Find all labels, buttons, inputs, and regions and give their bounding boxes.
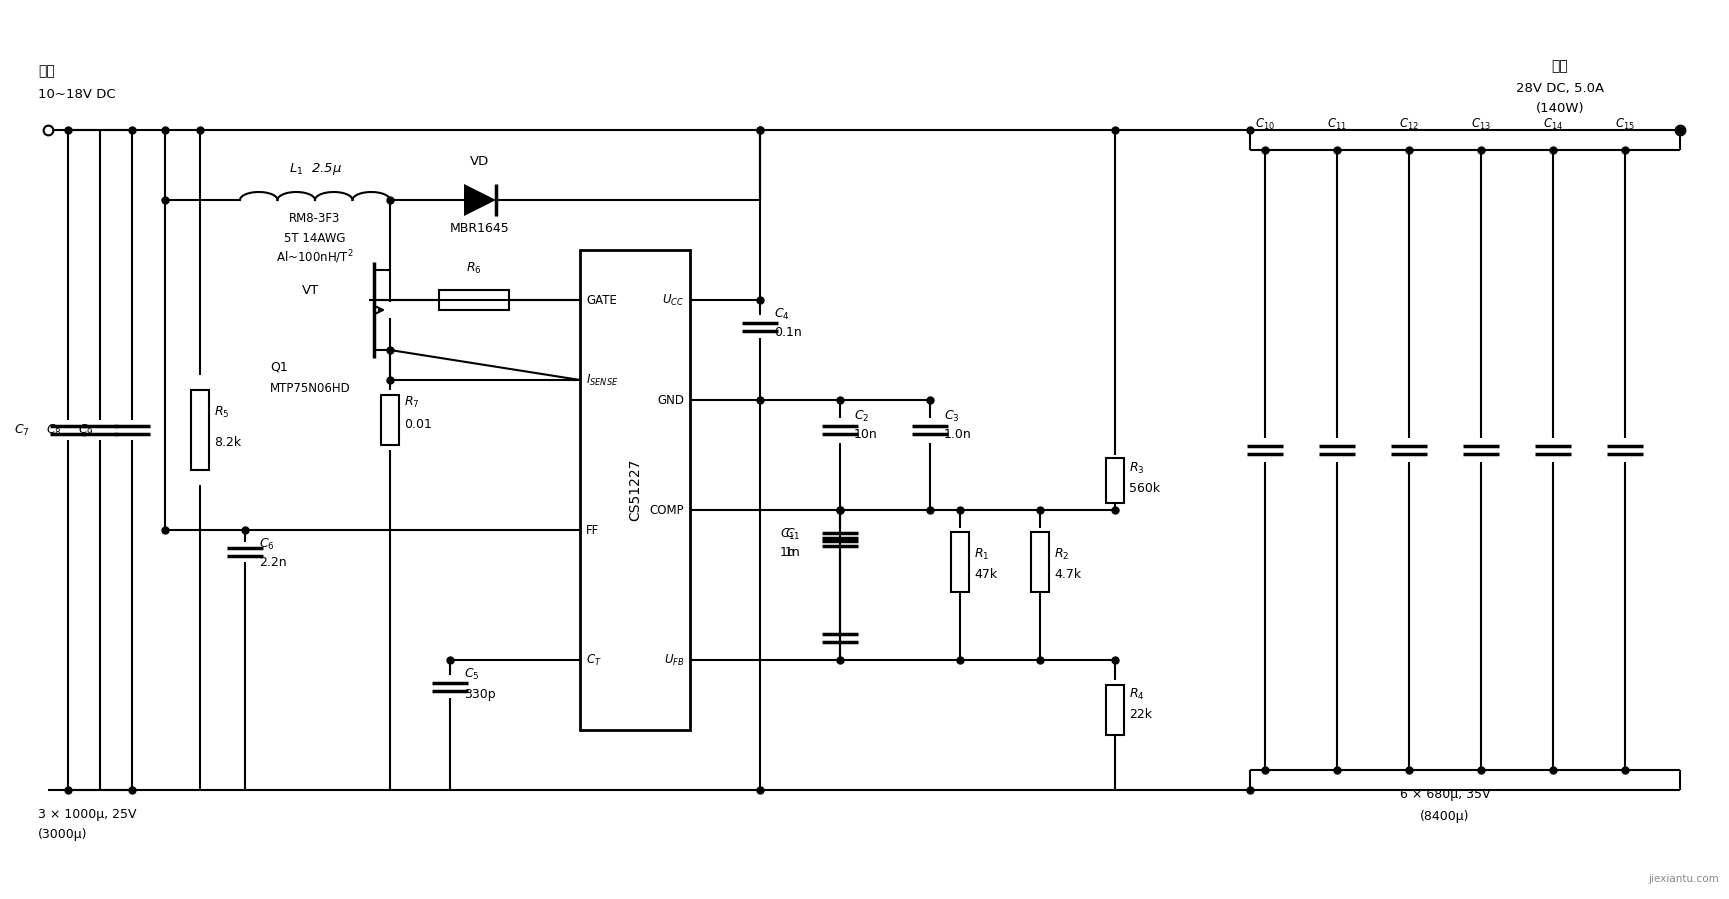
Text: $C_6$: $C_6$ bbox=[259, 537, 275, 552]
Text: $C_9$: $C_9$ bbox=[78, 423, 93, 438]
Text: $C_7$: $C_7$ bbox=[14, 423, 29, 438]
Text: $R_7$: $R_7$ bbox=[405, 395, 420, 410]
Text: 输出: 输出 bbox=[1551, 59, 1568, 73]
Text: COMP: COMP bbox=[650, 503, 685, 517]
Text: VT: VT bbox=[303, 283, 318, 297]
Text: $U_{FB}$: $U_{FB}$ bbox=[664, 653, 685, 668]
Bar bbox=[190, 390, 209, 470]
Bar bbox=[1030, 532, 1050, 592]
Text: $R_2$: $R_2$ bbox=[1055, 547, 1069, 562]
Bar bbox=[1107, 685, 1124, 735]
Text: $R_5$: $R_5$ bbox=[214, 405, 230, 420]
Text: MBR1645: MBR1645 bbox=[450, 222, 510, 235]
Polygon shape bbox=[463, 184, 496, 216]
Text: $I_{SENSE}$: $I_{SENSE}$ bbox=[586, 372, 619, 387]
Text: 4.7k: 4.7k bbox=[1055, 568, 1081, 581]
Text: FF: FF bbox=[586, 523, 600, 537]
Text: $C_T$: $C_T$ bbox=[586, 653, 602, 668]
Text: 0.01: 0.01 bbox=[405, 418, 432, 431]
Text: MTP75N06HD: MTP75N06HD bbox=[270, 382, 351, 395]
Text: 8.2k: 8.2k bbox=[214, 435, 240, 449]
Text: $C_2$: $C_2$ bbox=[854, 409, 870, 424]
Text: jiexiantu.com: jiexiantu.com bbox=[1648, 874, 1719, 884]
Bar bbox=[579, 250, 690, 730]
Text: 1n: 1n bbox=[780, 546, 795, 559]
Text: (8400μ): (8400μ) bbox=[1420, 810, 1470, 823]
Text: 1.0n: 1.0n bbox=[944, 428, 972, 441]
Text: $R_3$: $R_3$ bbox=[1129, 461, 1145, 476]
Text: $C_{11}$: $C_{11}$ bbox=[1328, 117, 1347, 132]
Text: 输入: 输入 bbox=[38, 64, 55, 78]
Text: 22k: 22k bbox=[1129, 708, 1152, 721]
Text: GND: GND bbox=[657, 394, 685, 406]
Text: $C_{12}$: $C_{12}$ bbox=[1399, 117, 1420, 132]
Text: $C_{13}$: $C_{13}$ bbox=[1471, 117, 1490, 132]
Bar bbox=[439, 290, 508, 310]
Bar bbox=[1107, 458, 1124, 503]
Text: $C_{10}$: $C_{10}$ bbox=[1255, 117, 1274, 132]
Text: $R_4$: $R_4$ bbox=[1129, 687, 1145, 702]
Text: 6 × 680μ, 35V: 6 × 680μ, 35V bbox=[1400, 788, 1490, 801]
Text: CS51227: CS51227 bbox=[628, 458, 641, 521]
Text: VD: VD bbox=[470, 155, 489, 168]
Text: 330p: 330p bbox=[463, 688, 496, 701]
Text: $C_4$: $C_4$ bbox=[775, 307, 790, 322]
Text: 3 × 1000μ, 25V: 3 × 1000μ, 25V bbox=[38, 808, 137, 821]
Text: $R_1$: $R_1$ bbox=[973, 547, 989, 562]
Text: 1n: 1n bbox=[785, 546, 801, 559]
Text: GATE: GATE bbox=[586, 293, 617, 307]
Text: $R_6$: $R_6$ bbox=[467, 261, 482, 276]
Text: $C_1$: $C_1$ bbox=[780, 527, 795, 542]
Text: $L_1$  2.5μ: $L_1$ 2.5μ bbox=[289, 161, 342, 177]
Text: 0.1n: 0.1n bbox=[775, 326, 802, 339]
Text: 560k: 560k bbox=[1129, 482, 1160, 495]
Text: 2.2n: 2.2n bbox=[259, 556, 287, 569]
Text: 28V DC, 5.0A: 28V DC, 5.0A bbox=[1516, 82, 1605, 95]
Text: $C_5$: $C_5$ bbox=[463, 667, 479, 682]
Bar bbox=[380, 395, 399, 445]
Text: RM8-3F3: RM8-3F3 bbox=[289, 212, 341, 225]
Text: $C_{14}$: $C_{14}$ bbox=[1542, 117, 1563, 132]
Text: $C_3$: $C_3$ bbox=[944, 409, 960, 424]
Text: $C_{15}$: $C_{15}$ bbox=[1615, 117, 1636, 132]
Text: (3000μ): (3000μ) bbox=[38, 828, 88, 841]
Text: Q1: Q1 bbox=[270, 360, 287, 373]
Text: 47k: 47k bbox=[973, 568, 998, 581]
Text: 10n: 10n bbox=[854, 428, 878, 441]
Text: $U_{CC}$: $U_{CC}$ bbox=[662, 292, 685, 307]
Text: 5T 14AWG: 5T 14AWG bbox=[284, 232, 346, 245]
Text: 10~18V DC: 10~18V DC bbox=[38, 88, 116, 101]
Text: Al~100nH/T$^2$: Al~100nH/T$^2$ bbox=[277, 249, 354, 266]
Bar bbox=[951, 532, 968, 592]
Text: $C_1$: $C_1$ bbox=[785, 527, 801, 542]
Text: (140W): (140W) bbox=[1535, 102, 1584, 115]
Text: $C_8$: $C_8$ bbox=[47, 423, 62, 438]
